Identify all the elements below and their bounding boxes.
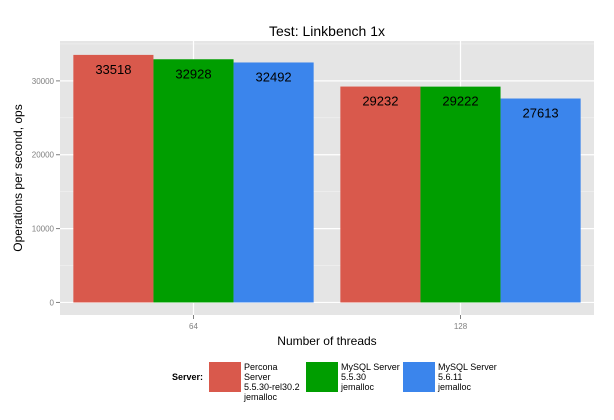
legend-swatch <box>209 362 242 392</box>
legend-swatch <box>403 362 436 392</box>
bar <box>500 98 581 303</box>
y-tick-label: 0 <box>50 298 55 307</box>
legend-item: MySQL Server 5.5.30 jemalloc <box>306 362 401 392</box>
y-tick-label: 20000 <box>32 151 55 160</box>
legend-swatch <box>306 362 339 392</box>
legend: Server: Percona Server 5.5.30-rel30.2 je… <box>172 362 500 402</box>
legend-item: MySQL Server 5.6.11 jemalloc <box>403 362 498 392</box>
data-label: 32928 <box>175 66 211 81</box>
y-tick-label: 10000 <box>32 225 55 234</box>
bar <box>73 54 154 303</box>
data-label: 29232 <box>362 94 398 109</box>
data-label: 27613 <box>523 106 559 121</box>
x-axis-ticks: 64 128 <box>189 315 468 331</box>
x-tick-label: 128 <box>454 322 468 331</box>
legend-label: Percona Server 5.5.30-rel30.2 jemalloc <box>244 362 300 402</box>
y-tick-label: 30000 <box>32 77 55 86</box>
chart-title: Test: Linkbench 1x <box>269 23 385 39</box>
legend-item: Percona Server 5.5.30-rel30.2 jemalloc <box>209 362 304 402</box>
legend-label: MySQL Server 5.6.11 jemalloc <box>438 362 497 392</box>
data-labels: 33518 32928 32492 29232 29222 27613 <box>95 62 558 121</box>
legend-label: MySQL Server 5.5.30 jemalloc <box>341 362 400 392</box>
bars <box>73 54 581 303</box>
data-label: 32492 <box>256 69 292 84</box>
data-label: 29222 <box>442 94 478 109</box>
legend-title: Server: <box>172 372 204 382</box>
x-axis-label: Number of threads <box>277 334 376 348</box>
x-tick-label: 64 <box>189 322 198 331</box>
y-axis-ticks: 0 10000 20000 30000 <box>32 77 60 307</box>
data-label: 33518 <box>95 62 131 77</box>
bar <box>153 59 234 303</box>
y-axis-label: Operations per second, ops <box>11 104 25 251</box>
bar <box>420 86 501 303</box>
bar <box>233 62 314 303</box>
bar <box>340 86 421 303</box>
